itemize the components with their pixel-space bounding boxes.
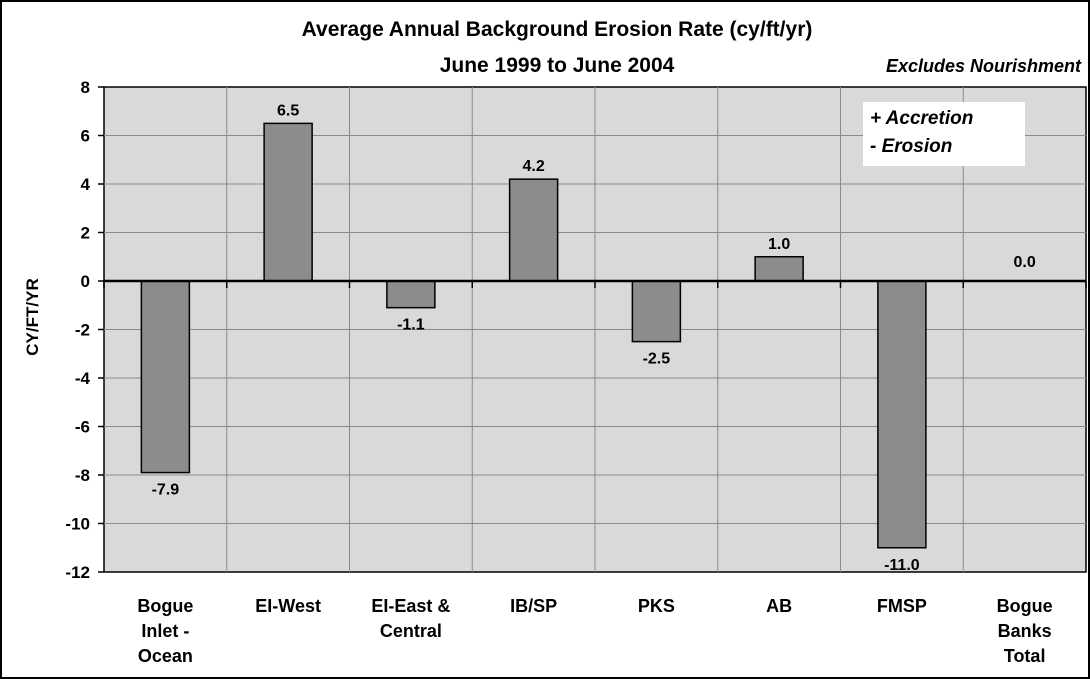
y-tick-label: -6 — [75, 418, 90, 437]
x-category-label: Banks — [998, 621, 1052, 641]
x-category-label: IB/SP — [510, 596, 557, 616]
bar — [386, 280, 436, 309]
bar — [140, 280, 191, 474]
legend-text: - Erosion — [870, 136, 952, 157]
y-tick-label: 4 — [81, 175, 91, 194]
x-category-label: Bogue — [137, 596, 193, 616]
bar — [263, 122, 313, 282]
bar — [754, 256, 804, 282]
legend-box — [863, 102, 1025, 166]
x-category-label: Inlet - — [141, 621, 189, 641]
y-axis-label: CY/FT/YR — [23, 278, 42, 355]
y-tick-label: 8 — [81, 78, 90, 97]
chart-title: Average Annual Background Erosion Rate (… — [302, 18, 813, 41]
data-label: 0.0 — [1014, 254, 1036, 271]
data-label: 1.0 — [768, 236, 790, 253]
y-tick-label: 0 — [81, 272, 90, 291]
x-category-label: Total — [1004, 646, 1046, 666]
y-tick-label: 6 — [81, 127, 90, 146]
data-label: 6.5 — [277, 102, 299, 119]
x-category-label: PKS — [638, 596, 675, 616]
y-tick-label: -4 — [75, 369, 91, 388]
x-category-label: EI-East & — [371, 596, 450, 616]
bar — [631, 280, 682, 343]
y-tick-label: -12 — [65, 563, 90, 582]
chart-note: Excludes Nourishment — [886, 56, 1082, 76]
data-label: 4.2 — [523, 158, 545, 175]
legend-text: + Accretion — [870, 108, 973, 129]
y-tick-label: -8 — [75, 466, 90, 485]
x-category-label: Bogue — [997, 596, 1053, 616]
y-tick-label: -2 — [75, 321, 90, 340]
data-label: -2.5 — [643, 351, 671, 368]
x-category-label: FMSP — [877, 596, 927, 616]
data-label: -7.9 — [152, 482, 180, 499]
x-category-label: EI-West — [255, 596, 321, 616]
bar — [508, 178, 559, 282]
x-category-label: Central — [380, 621, 442, 641]
x-category-label: Ocean — [138, 646, 193, 666]
x-category-label: AB — [766, 596, 792, 616]
bar — [877, 280, 927, 549]
y-tick-label: -10 — [65, 515, 90, 534]
data-label: -1.1 — [397, 317, 425, 334]
data-label: -11.0 — [884, 557, 920, 574]
y-tick-label: 2 — [81, 224, 90, 243]
chart-subtitle: June 1999 to June 2004 — [440, 54, 675, 77]
